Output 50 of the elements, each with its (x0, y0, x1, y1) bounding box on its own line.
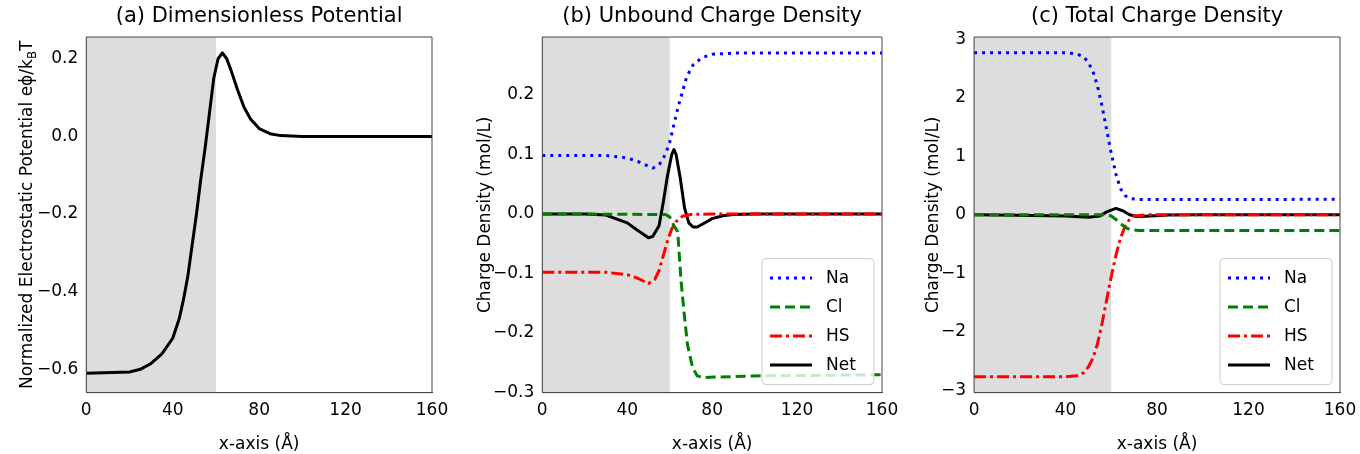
x-tick-label: 160 (1323, 399, 1357, 420)
y-tick-label: 0 (955, 203, 967, 224)
y-axis-title: Charge Density (mol/L) (922, 116, 943, 314)
y-tick-label: 3 (955, 27, 967, 48)
y-tick-label: 0.0 (51, 124, 79, 145)
x-tick-label: 80 (1146, 399, 1168, 420)
x-tick-label: 160 (415, 399, 449, 420)
x-tick-label: 120 (329, 399, 362, 420)
legend-label: Net (1284, 353, 1315, 374)
y-tick-label: −0.2 (493, 321, 535, 342)
x-tick-label: 120 (1232, 399, 1265, 420)
y-axis-title: Normalized Electrostatic Potential eϕ/kBT (16, 39, 40, 390)
y-tick-label: −0.3 (493, 381, 535, 402)
y-tick-label: 0.1 (507, 142, 535, 163)
y-tick-label: 1 (955, 144, 967, 165)
x-tick-label: 120 (780, 399, 814, 420)
x-tick-label: 40 (161, 399, 184, 420)
legend-label: Na (1284, 266, 1308, 287)
legend-label: HS (1284, 324, 1308, 345)
y-tick-label: −1 (941, 261, 967, 282)
legend-label: Na (826, 266, 850, 287)
x-tick-label: 0 (80, 399, 92, 420)
legend-label: HS (826, 324, 850, 345)
x-axis-title: x-axis (Å) (671, 432, 753, 454)
x-tick-label: 40 (1054, 399, 1077, 420)
y-tick-label: 2 (955, 86, 967, 107)
x-axis-title: x-axis (Å) (1116, 432, 1198, 454)
chart-title: (b) Unbound Charge Density (562, 3, 863, 28)
y-axis-title: Charge Density (mol/L) (474, 116, 495, 314)
x-tick-label: 0 (536, 399, 548, 420)
y-tick-label: 0.0 (507, 202, 535, 223)
legend-label: Cl (1284, 295, 1301, 316)
y-tick-label: −0.2 (37, 202, 79, 223)
legend-label: Cl (826, 295, 843, 316)
y-tick-label: −3 (941, 378, 967, 399)
y-tick-label: 0.2 (51, 47, 79, 68)
x-tick-label: 80 (248, 399, 270, 420)
y-tick-label: −2 (941, 320, 967, 341)
x-tick-label: 160 (865, 399, 899, 420)
chart-title: (c) Total Charge Density (1030, 3, 1284, 28)
x-tick-label: 40 (616, 399, 639, 420)
x-tick-label: 80 (701, 399, 723, 420)
x-axis-title: x-axis (Å) (218, 432, 300, 454)
legend-label: Net (826, 353, 857, 374)
chart-title: (a) Dimensionless Potential (115, 3, 403, 28)
y-tick-label: 0.2 (507, 83, 535, 104)
y-tick-label: −0.4 (37, 280, 79, 301)
y-tick-label: −0.6 (37, 357, 79, 378)
x-tick-label: 0 (968, 399, 980, 420)
y-tick-label: −0.1 (493, 261, 535, 282)
